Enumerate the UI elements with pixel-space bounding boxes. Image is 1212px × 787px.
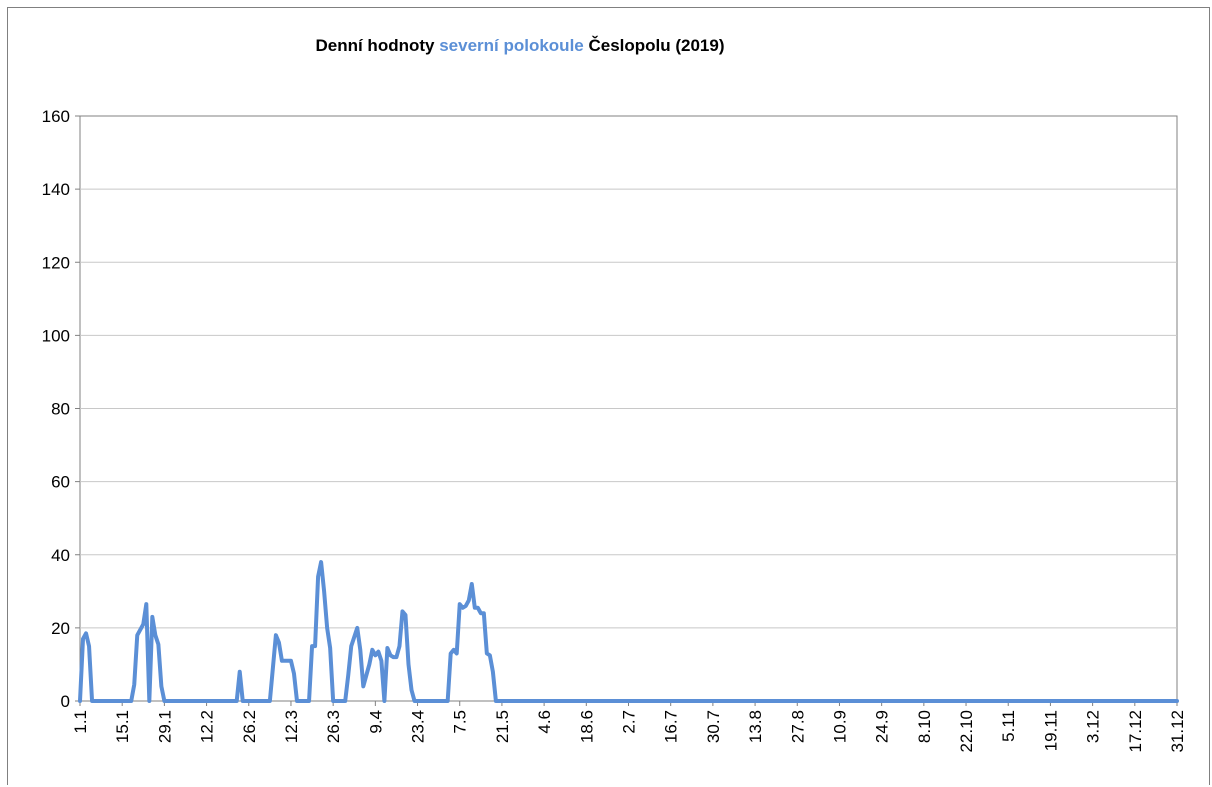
x-tick-label: 30.7 — [704, 710, 723, 743]
x-tick-label: 4.6 — [535, 710, 554, 734]
x-tick-label: 26.2 — [240, 710, 259, 743]
title-part-2: Česlopolu (2019) — [583, 36, 725, 55]
x-tick-label: 22.10 — [957, 710, 976, 753]
x-tick-label: 13.8 — [746, 710, 765, 743]
x-axis: 1.1 15.1 29.1 12.2 26.2 12.3 26.3 9.4 23.4 7.5 21.… — [71, 701, 1187, 753]
x-tick-label: 3.12 — [1084, 710, 1103, 743]
x-tick-label: 19.11 — [1041, 710, 1060, 751]
x-tick-label: 31.12 — [1168, 710, 1187, 753]
x-tick-label: 27.8 — [788, 710, 807, 743]
y-tick-label: 0 — [61, 692, 70, 711]
x-tick-label: 5.11 — [999, 710, 1018, 742]
chart-title: Denní hodnoty severní polokoule Česlopol… — [0, 36, 1040, 56]
x-tick-label: 12.3 — [282, 710, 301, 743]
chart-frame — [7, 7, 1210, 785]
x-tick-label: 10.9 — [830, 710, 849, 743]
x-tick-label: 29.1 — [155, 710, 174, 743]
y-tick-label: 140 — [42, 180, 70, 199]
x-tick-label: 15.1 — [113, 710, 132, 743]
title-part-1: Denní hodnoty — [315, 36, 440, 55]
x-tick-label: 21.5 — [493, 710, 512, 743]
x-tick-label: 7.5 — [451, 710, 470, 734]
y-tick-label: 160 — [42, 107, 70, 126]
y-tick-label: 60 — [51, 473, 70, 492]
x-tick-label: 17.12 — [1126, 710, 1145, 753]
series-line — [78, 560, 1179, 703]
y-tick-label: 100 — [42, 326, 70, 345]
x-tick-label: 26.3 — [324, 710, 343, 743]
x-tick-label: 2.7 — [620, 710, 639, 734]
y-tick-label: 40 — [51, 546, 70, 565]
x-tick-label: 18.6 — [577, 710, 596, 743]
x-tick-label: 8.10 — [915, 710, 934, 743]
grid-lines — [80, 188, 1177, 629]
x-tick-label: 9.4 — [366, 710, 385, 734]
y-tick-label: 20 — [51, 619, 70, 638]
x-tick-label: 12.2 — [198, 710, 217, 743]
title-highlight: severní polokoule — [439, 36, 584, 55]
y-axis: 0 20 40 60 80 100 120 140 160 — [42, 107, 80, 711]
y-tick-label: 80 — [51, 400, 70, 419]
x-tick-label: 16.7 — [662, 710, 681, 743]
x-tick-label: 24.9 — [873, 710, 892, 743]
y-tick-label: 120 — [42, 253, 70, 272]
x-tick-label: 1.1 — [71, 710, 90, 734]
x-tick-label: 23.4 — [409, 710, 428, 743]
